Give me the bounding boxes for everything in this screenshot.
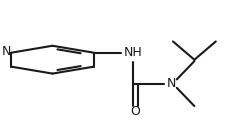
Text: N: N xyxy=(2,45,11,58)
Text: O: O xyxy=(130,105,140,118)
Text: NH: NH xyxy=(123,46,142,59)
Text: N: N xyxy=(166,77,176,90)
